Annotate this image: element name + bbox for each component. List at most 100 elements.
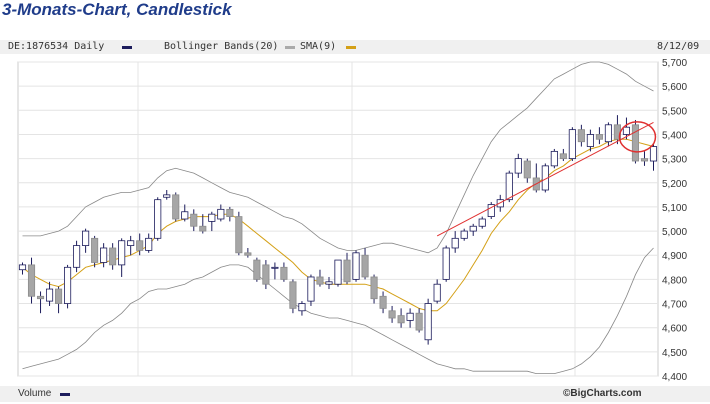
y-tick-label: 5,200 xyxy=(662,179,687,190)
candle-body xyxy=(352,252,360,280)
candle-body xyxy=(82,230,90,246)
volume-footer: Volume ©BigCharts.com xyxy=(0,386,710,402)
candle-body xyxy=(622,126,631,135)
candle-body xyxy=(325,281,333,285)
candle-body xyxy=(424,303,432,341)
plot-area xyxy=(17,61,659,377)
y-tick-label: 4,800 xyxy=(662,275,687,286)
chart-title: 3-Monats-Chart, Candlestick xyxy=(2,0,232,19)
candle-body xyxy=(36,295,45,300)
y-tick-label: 4,400 xyxy=(662,372,687,383)
y-tick-label: 4,900 xyxy=(662,251,687,262)
candle-body xyxy=(451,237,459,249)
candle-body xyxy=(478,218,486,227)
legend-date: 8/12/09 xyxy=(657,41,700,52)
y-tick-label: 4,700 xyxy=(662,300,687,311)
candle-body xyxy=(442,247,450,280)
candle-body xyxy=(18,264,27,271)
volume-label: Volume xyxy=(18,388,52,399)
candle-body xyxy=(199,225,207,232)
candle-body xyxy=(370,276,378,300)
candle-body xyxy=(271,266,279,269)
legend-sma: SMA(9) xyxy=(300,41,337,52)
candle-body xyxy=(631,124,640,162)
volume-swatch xyxy=(60,393,70,396)
candle-body xyxy=(91,237,99,263)
y-tick-label: 5,500 xyxy=(662,106,687,117)
candle-body xyxy=(397,315,405,324)
candle-body xyxy=(469,225,477,232)
y-tick-label: 5,100 xyxy=(662,203,687,214)
y-tick-label: 5,300 xyxy=(662,155,687,166)
candle-body xyxy=(523,160,531,179)
candle-body xyxy=(433,283,441,302)
candle-body xyxy=(289,281,297,309)
candle-body xyxy=(343,259,351,283)
candle-body xyxy=(235,216,243,254)
candle-body xyxy=(253,259,261,280)
legend-symbol: DE:1876534 Daily xyxy=(8,41,105,52)
candle-body xyxy=(208,213,216,222)
candle-body xyxy=(217,208,225,220)
candle-body xyxy=(244,252,252,256)
candle-body xyxy=(262,264,270,285)
candle-body xyxy=(163,194,171,198)
candle-body xyxy=(640,158,649,162)
candle-body xyxy=(100,247,108,263)
y-tick-label: 4,600 xyxy=(662,324,687,335)
legend-bollinger: Bollinger Bands(20) xyxy=(164,41,279,52)
candle-body xyxy=(559,153,567,160)
copyright: ©BigCharts.com xyxy=(563,388,642,399)
candlestick-chart: 5,700 5,600 5,500 5,400 5,300 5,200 5,100 5,000… xyxy=(17,58,687,383)
candle-body xyxy=(604,124,612,143)
candle-body xyxy=(415,312,423,331)
legend-sma-swatch xyxy=(346,46,356,49)
candle-body xyxy=(172,194,180,220)
candle-body xyxy=(550,150,558,167)
bollinger-upper-line xyxy=(22,61,654,254)
candle-body xyxy=(595,134,603,140)
candle-body xyxy=(55,288,63,304)
candle-body xyxy=(568,129,576,160)
candle-body xyxy=(361,254,369,278)
y-tick-label: 5,600 xyxy=(662,82,687,93)
candle-body xyxy=(388,310,396,319)
candle-body xyxy=(64,266,72,304)
legend-bar: DE:1876534 Daily Bollinger Bands(20) SMA… xyxy=(0,40,710,54)
candle-body xyxy=(154,199,162,239)
y-tick-label: 5,700 xyxy=(662,58,687,69)
candle-body xyxy=(181,211,189,220)
candle-body xyxy=(586,134,594,147)
candle-body xyxy=(118,240,126,266)
candle-body xyxy=(379,295,387,309)
legend-bollinger-swatch xyxy=(285,46,295,49)
candle-body xyxy=(334,259,342,285)
legend-daily-swatch xyxy=(122,46,132,49)
candle-body xyxy=(514,158,522,174)
candle-body xyxy=(280,266,288,280)
highlight-circle xyxy=(618,121,657,153)
candle-body xyxy=(505,172,513,201)
candle-body xyxy=(406,312,414,321)
y-tick-label: 5,400 xyxy=(662,130,687,141)
candle-body xyxy=(109,247,117,266)
candle-body xyxy=(73,245,81,268)
candle-body xyxy=(649,146,658,162)
candle-body xyxy=(145,237,153,251)
candle-body xyxy=(577,129,585,143)
y-tick-label: 5,000 xyxy=(662,227,687,238)
y-tick-label: 4,500 xyxy=(662,348,687,359)
candle-body xyxy=(190,213,198,227)
trendline xyxy=(436,121,654,237)
candle-body xyxy=(27,264,36,297)
bollinger-lower-line xyxy=(22,247,654,374)
candle-body xyxy=(487,204,495,217)
candle-body xyxy=(460,230,468,239)
candle-body xyxy=(307,276,315,302)
candle-body xyxy=(316,276,324,285)
candle-body xyxy=(127,240,135,246)
candle-body xyxy=(298,303,306,312)
candle-body xyxy=(136,240,144,251)
candle-body xyxy=(45,288,54,302)
candle-body xyxy=(226,208,234,217)
